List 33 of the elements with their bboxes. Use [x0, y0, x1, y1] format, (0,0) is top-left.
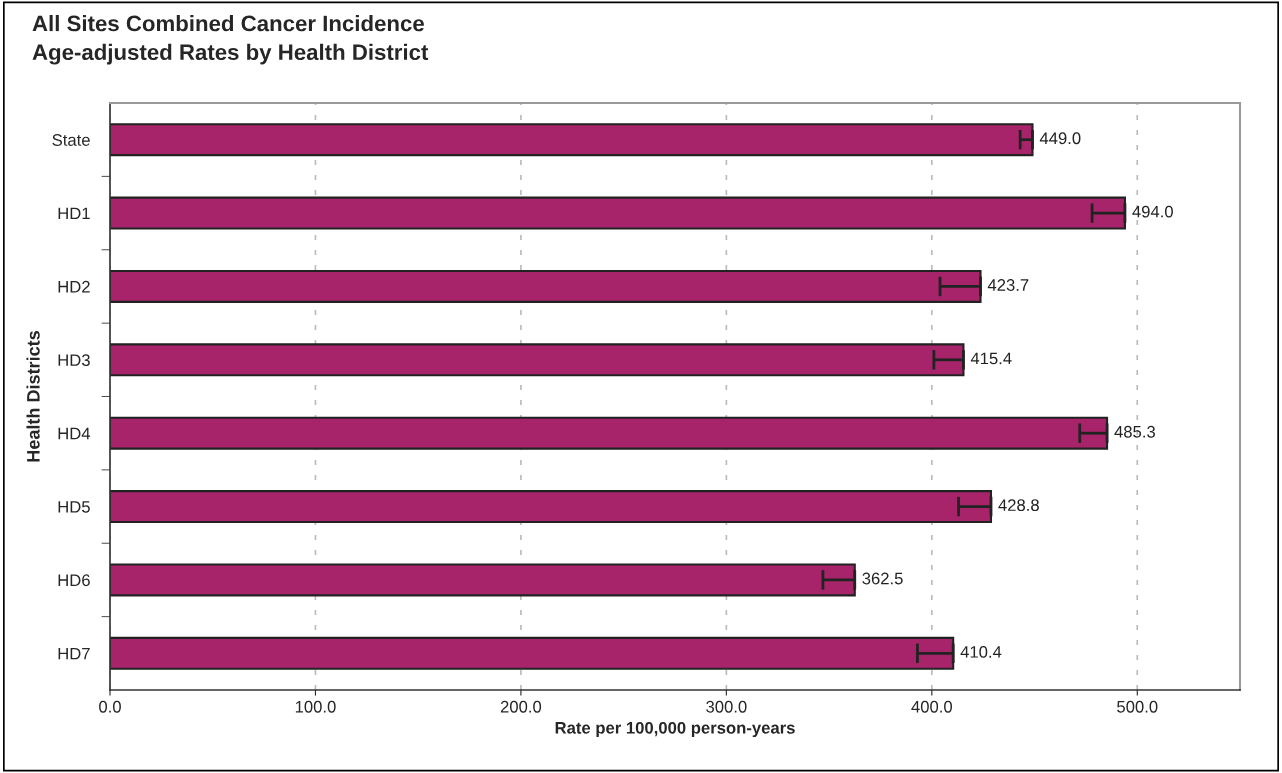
data-label: 362.5	[862, 572, 903, 585]
y-tick-label: State	[52, 134, 90, 146]
y-tick-label: HD3	[58, 354, 90, 367]
data-label: 428.8	[998, 499, 1039, 512]
bar	[110, 636, 955, 670]
chart-title: All Sites Combined Cancer Incidence Age-adjusted Rates by Health District	[32, 15, 429, 65]
y-tick-label: HD2	[58, 280, 90, 293]
data-label: 449.0	[1039, 132, 1081, 145]
bar	[110, 416, 1109, 450]
bar	[110, 123, 1034, 157]
x-tick-label: 200.0	[500, 700, 542, 713]
bar	[110, 269, 982, 303]
x-tick-label: 400.0	[911, 700, 953, 713]
y-tick-label: HD6	[58, 574, 90, 587]
data-label: 485.3	[1114, 425, 1155, 438]
x-tick-label: 100.0	[295, 700, 336, 713]
x-tick-label: 300.0	[706, 700, 747, 713]
y-tick-label: HD5	[58, 501, 90, 513]
data-label: 415.4	[970, 352, 1012, 365]
data-label: 494.0	[1132, 205, 1173, 218]
y-tick-label: HD1	[58, 207, 90, 220]
bar	[110, 490, 993, 524]
data-label: 423.7	[987, 279, 1029, 291]
data-label: 410.4	[960, 645, 1002, 658]
y-tick-label: HD7	[58, 647, 90, 660]
x-tick-label: 0.0	[99, 700, 121, 713]
y-tick-label: HD4	[58, 427, 91, 440]
y-axis-title: Health Districts	[26, 331, 40, 462]
bar	[110, 563, 856, 597]
x-tick-label: 500.0	[1117, 700, 1158, 713]
x-axis-title: Rate per 100,000 person-years	[555, 721, 795, 738]
bar	[110, 196, 1126, 230]
bar	[110, 343, 965, 377]
